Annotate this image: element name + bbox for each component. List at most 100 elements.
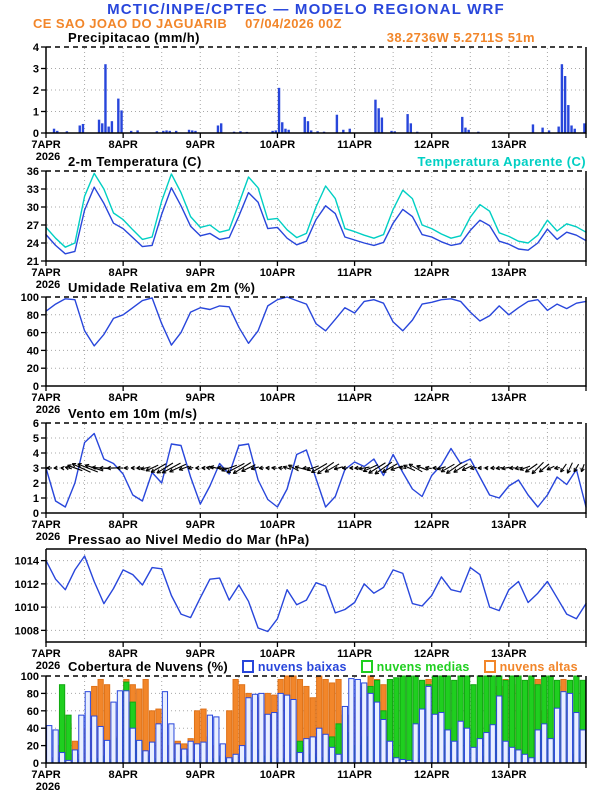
panel-title-pressure: Pressao ao Nivel Medio do Mar (hPa): [68, 532, 310, 547]
svg-text:2026: 2026: [36, 151, 60, 163]
svg-text:2026: 2026: [36, 279, 60, 291]
svg-text:13APR: 13APR: [491, 769, 527, 781]
svg-text:10APR: 10APR: [260, 267, 296, 279]
svg-text:7APR: 7APR: [31, 392, 60, 404]
svg-text:0: 0: [33, 128, 39, 140]
svg-text:2: 2: [33, 478, 39, 490]
svg-text:0: 0: [33, 758, 39, 770]
svg-text:20: 20: [27, 363, 39, 375]
svg-text:9APR: 9APR: [186, 519, 215, 531]
svg-text:1: 1: [33, 493, 39, 505]
svg-text:11APR: 11APR: [337, 648, 372, 660]
svg-text:8APR: 8APR: [108, 648, 137, 660]
svg-text:100: 100: [21, 671, 39, 683]
svg-text:4: 4: [33, 448, 40, 460]
svg-text:10APR: 10APR: [260, 769, 296, 781]
legend-label-mid-clouds: nuvens medias: [376, 659, 470, 674]
temp-panel: 21 24 27 30 33 36 7APR 8APR 9APR 10APR 11APR 12APR 1…: [27, 166, 587, 291]
svg-text:2026: 2026: [36, 781, 60, 792]
svg-text:12APR: 12APR: [414, 648, 450, 660]
svg-text:3: 3: [33, 64, 39, 76]
svg-text:1: 1: [33, 107, 39, 119]
svg-text:30: 30: [27, 202, 39, 214]
panel-title-precip: Precipitacao (mm/h): [68, 30, 200, 45]
low-clouds-swatch-icon: [241, 660, 254, 673]
svg-text:21: 21: [27, 256, 39, 268]
clouds-panel: 0 20 40 60 80 100 7APR 8APR 9APR 10APR 11APR 12APR 1…: [21, 671, 587, 792]
svg-text:12APR: 12APR: [414, 769, 450, 781]
svg-text:9APR: 9APR: [186, 769, 215, 781]
svg-text:0: 0: [33, 381, 39, 393]
svg-text:9APR: 9APR: [186, 267, 215, 279]
station-name: CE SAO JOAO DO JAGUARIB: [33, 16, 228, 31]
mid-clouds-swatch-icon: [360, 660, 373, 673]
clouds-legend-row: Cobertura de Nuvens (%) nuvens baixas nu…: [68, 659, 586, 674]
svg-text:20: 20: [27, 741, 39, 753]
svg-text:9APR: 9APR: [186, 139, 215, 151]
svg-text:1012: 1012: [15, 579, 39, 591]
svg-text:10APR: 10APR: [260, 392, 296, 404]
svg-text:12APR: 12APR: [414, 267, 450, 279]
rh-panel: 0 20 40 60 80 100 7APR 8APR 9APR 10APR 11APR 12APR 1…: [21, 292, 587, 416]
svg-text:1010: 1010: [15, 602, 39, 614]
svg-text:80: 80: [27, 310, 39, 322]
svg-text:11APR: 11APR: [337, 392, 372, 404]
svg-text:1014: 1014: [15, 556, 40, 568]
svg-text:9APR: 9APR: [186, 392, 215, 404]
station-line: CE SAO JOAO DO JAGUARIB 07/04/2026 00Z: [33, 16, 342, 31]
svg-text:9APR: 9APR: [186, 648, 215, 660]
svg-text:0: 0: [33, 508, 39, 520]
panel-title-temp: 2-m Temperatura (C): [68, 154, 202, 169]
run-datetime: 07/04/2026 00Z: [245, 16, 342, 31]
svg-text:8APR: 8APR: [108, 392, 137, 404]
svg-text:11APR: 11APR: [337, 267, 372, 279]
svg-text:13APR: 13APR: [491, 648, 527, 660]
svg-text:2026: 2026: [36, 660, 60, 672]
svg-text:12APR: 12APR: [414, 392, 450, 404]
svg-text:11APR: 11APR: [337, 769, 372, 781]
svg-text:40: 40: [27, 723, 39, 735]
apparent-temp-label: Temperatura Aparente (C): [417, 154, 586, 169]
svg-text:7APR: 7APR: [31, 769, 60, 781]
svg-text:10APR: 10APR: [260, 648, 296, 660]
svg-text:100: 100: [21, 292, 39, 304]
svg-text:13APR: 13APR: [491, 267, 527, 279]
wind-panel: 0 1 2 3 4 5 6 7APR 8APR 9APR 10APR 11APR 12APR 13APR 2…: [31, 418, 587, 543]
svg-text:8APR: 8APR: [108, 139, 137, 151]
panel-title-humidity: Umidade Relativa em 2m (%): [68, 280, 256, 295]
svg-text:8APR: 8APR: [108, 769, 137, 781]
model-title: MCTIC/INPE/CPTEC — MODELO REGIONAL WRF: [107, 1, 505, 18]
svg-text:8APR: 8APR: [108, 519, 137, 531]
svg-text:5: 5: [33, 433, 39, 445]
svg-text:7APR: 7APR: [31, 267, 60, 279]
svg-text:33: 33: [27, 184, 39, 196]
svg-text:7APR: 7APR: [31, 519, 60, 531]
legend-item-low-clouds: nuvens baixas: [241, 660, 347, 674]
svg-text:3: 3: [33, 463, 39, 475]
svg-text:12APR: 12APR: [414, 519, 450, 531]
svg-text:11APR: 11APR: [337, 519, 372, 531]
svg-text:12APR: 12APR: [414, 139, 450, 151]
svg-text:8APR: 8APR: [108, 267, 137, 279]
svg-text:40: 40: [27, 345, 39, 357]
svg-text:2026: 2026: [36, 404, 60, 416]
svg-text:7APR: 7APR: [31, 648, 60, 660]
svg-text:27: 27: [27, 220, 39, 232]
svg-text:24: 24: [27, 238, 40, 250]
svg-text:7APR: 7APR: [31, 139, 60, 151]
svg-text:60: 60: [27, 328, 39, 340]
legend-label-high-clouds: nuvens altas: [499, 659, 578, 674]
svg-text:2: 2: [33, 85, 39, 97]
precip-panel: 0 1 2 3 4 7APR 8APR 9APR 10APR 11APR 12APR 13APR 202…: [31, 42, 587, 163]
svg-text:10APR: 10APR: [260, 519, 296, 531]
station-coords: 38.2736W 5.2711S 51m: [386, 30, 535, 45]
panel-title-clouds: Cobertura de Nuvens (%): [68, 659, 228, 674]
svg-text:13APR: 13APR: [491, 392, 527, 404]
high-clouds-swatch-icon: [483, 660, 496, 673]
svg-text:4: 4: [33, 42, 40, 54]
svg-text:6: 6: [33, 418, 39, 430]
panel-title-wind: Vento em 10m (m/s): [68, 406, 198, 421]
svg-text:1008: 1008: [15, 625, 39, 637]
